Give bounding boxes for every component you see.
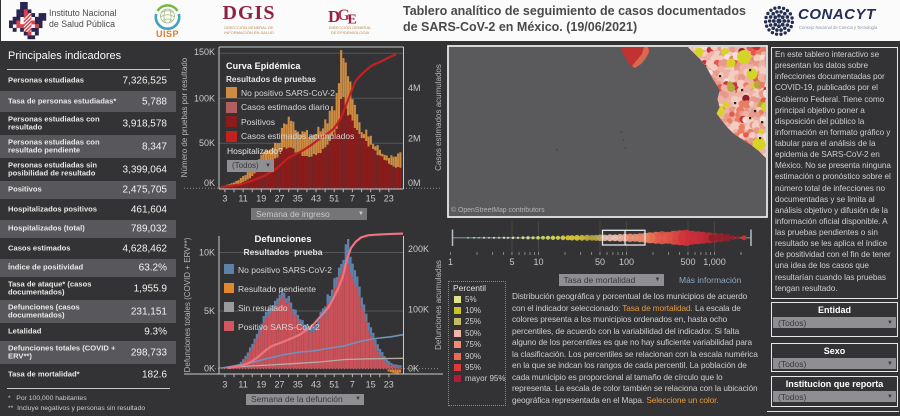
svg-text:7: 7 (350, 380, 355, 390)
svg-text:11: 11 (238, 380, 247, 390)
svg-text:35: 35 (293, 380, 303, 390)
svg-text:51: 51 (329, 194, 339, 204)
svg-text:500: 500 (680, 257, 695, 267)
svg-text:D: D (328, 7, 340, 26)
svg-text:100: 100 (619, 257, 634, 267)
svg-text:15: 15 (366, 380, 376, 390)
svg-text:35: 35 (293, 194, 303, 204)
svg-text:100K: 100K (194, 93, 215, 103)
svg-text:200K: 200K (408, 244, 429, 254)
svg-text:19: 19 (256, 194, 266, 204)
svg-text:43: 43 (311, 380, 321, 390)
svg-text:10K: 10K (199, 248, 215, 258)
svg-text:Número de pruebas por resultad: Número de pruebas por resultado (180, 57, 189, 177)
svg-text:1: 1 (448, 257, 453, 267)
svg-text:19: 19 (256, 380, 266, 390)
svg-text:7: 7 (350, 194, 355, 204)
svg-text:23: 23 (384, 380, 394, 390)
svg-text:51: 51 (329, 380, 339, 390)
svg-text:100K: 100K (408, 304, 429, 314)
svg-text:3: 3 (222, 380, 227, 390)
svg-text:150K: 150K (194, 47, 215, 57)
svg-text:23: 23 (384, 194, 394, 204)
svg-text:Defunciones acumuladas: Defunciones acumuladas (434, 260, 443, 350)
svg-text:43: 43 (311, 194, 321, 204)
svg-text:5K: 5K (204, 306, 215, 316)
svg-text:2M: 2M (408, 134, 421, 144)
svg-text:G: G (338, 7, 351, 24)
svg-text:Defunciones totales (COVID + E: Defunciones totales (COVID + ERV**) (183, 237, 192, 372)
svg-text:4M: 4M (408, 83, 421, 93)
svg-text:5: 5 (509, 257, 514, 267)
svg-text:10: 10 (533, 257, 543, 267)
svg-text:15: 15 (366, 194, 376, 204)
svg-text:27: 27 (274, 194, 284, 204)
svg-text:1,000: 1,000 (703, 257, 726, 267)
svg-text:0K: 0K (408, 364, 419, 374)
svg-text:E: E (348, 13, 357, 28)
svg-text:0K: 0K (204, 364, 215, 374)
svg-text:Casos estimados acumulados: Casos estimados acumulados (434, 64, 443, 171)
svg-text:3: 3 (222, 194, 227, 204)
svg-text:50: 50 (595, 257, 605, 267)
svg-text:27: 27 (274, 380, 284, 390)
svg-text:0M: 0M (408, 178, 421, 188)
svg-text:0K: 0K (204, 178, 215, 188)
svg-text:50K: 50K (199, 138, 215, 148)
svg-text:11: 11 (238, 194, 247, 204)
